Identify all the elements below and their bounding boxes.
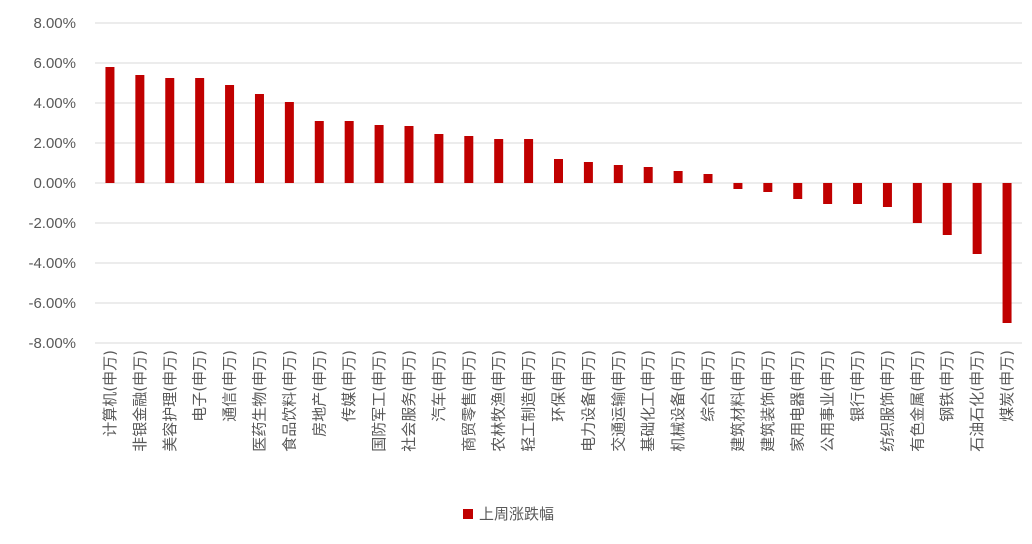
bar bbox=[464, 136, 474, 183]
x-tick-label: 电力设备(申万) bbox=[579, 350, 597, 452]
bar bbox=[554, 159, 563, 183]
x-tick-label: 建筑装饰(申万) bbox=[759, 350, 777, 452]
y-tick-label: 6.00% bbox=[33, 55, 76, 72]
y-tick-label: -2.00% bbox=[28, 215, 76, 232]
x-tick-label: 食品饮料(申万) bbox=[280, 350, 298, 452]
x-tick-label: 综合(申万) bbox=[699, 350, 717, 422]
bar bbox=[195, 78, 205, 183]
y-tick-label: 2.00% bbox=[33, 135, 76, 152]
x-tick-label: 轻工制造(申万) bbox=[520, 350, 538, 452]
legend-swatch bbox=[463, 508, 473, 519]
x-tick-label: 家用电器(申万) bbox=[789, 350, 807, 452]
x-tick-label: 钢铁(申万) bbox=[938, 350, 956, 422]
x-tick-label: 国防军工(申万) bbox=[370, 350, 388, 452]
bar bbox=[643, 167, 653, 183]
x-tick-label: 电子(申万) bbox=[191, 350, 209, 422]
bar bbox=[254, 94, 264, 183]
x-axis-tick-labels: 计算机(申万) 非银金融(申万) 美容护理(申万) 电子(申万) 通信(申万) 医药生物(… bbox=[101, 350, 1016, 452]
x-tick-label: 煤炭(申万) bbox=[998, 350, 1016, 422]
x-tick-label: 社会服务(申万) bbox=[400, 350, 418, 452]
y-tick-label: 4.00% bbox=[33, 95, 76, 112]
bars bbox=[105, 67, 1012, 323]
x-tick-label: 交通运输(申万) bbox=[609, 350, 627, 452]
bar bbox=[763, 183, 773, 192]
y-tick-label: -4.00% bbox=[28, 255, 76, 272]
bar bbox=[374, 125, 384, 183]
bar bbox=[314, 121, 324, 183]
x-tick-label: 银行(申万) bbox=[849, 350, 867, 422]
x-tick-label: 农林牧渔(申万) bbox=[490, 350, 508, 452]
x-tick-label: 纺织服饰(申万) bbox=[878, 350, 896, 452]
x-tick-label: 商贸零售(申万) bbox=[460, 350, 478, 452]
bar bbox=[524, 139, 534, 183]
bar bbox=[404, 126, 414, 183]
bar bbox=[165, 78, 175, 183]
bar bbox=[972, 183, 982, 254]
x-tick-label: 汽车(申万) bbox=[430, 350, 448, 422]
bar bbox=[942, 183, 952, 235]
x-tick-label: 计算机(申万) bbox=[101, 350, 119, 437]
x-tick-label: 建筑材料(申万) bbox=[729, 350, 747, 452]
legend: 上周涨跌幅 bbox=[463, 503, 554, 524]
y-tick-label: 8.00% bbox=[33, 15, 76, 32]
x-tick-label: 美容护理(申万) bbox=[161, 350, 179, 452]
bar bbox=[225, 85, 235, 183]
bar bbox=[284, 102, 294, 183]
x-tick-label: 房地产(申万) bbox=[310, 350, 328, 437]
bar bbox=[344, 121, 354, 183]
bar bbox=[703, 174, 713, 183]
x-tick-label: 传媒(申万) bbox=[340, 350, 358, 422]
x-tick-label: 石油石化(申万) bbox=[968, 350, 986, 452]
x-tick-label: 公用事业(申万) bbox=[819, 350, 837, 452]
y-tick-label: -6.00% bbox=[28, 295, 76, 312]
bar bbox=[105, 67, 115, 183]
bar bbox=[673, 171, 683, 183]
bar bbox=[1002, 183, 1012, 323]
y-tick-label: 0.00% bbox=[33, 175, 76, 192]
bar bbox=[823, 183, 833, 204]
x-tick-label: 有色金属(申万) bbox=[908, 350, 926, 452]
bar bbox=[494, 139, 504, 183]
y-tick-label: -8.00% bbox=[28, 335, 76, 352]
x-tick-label: 基础化工(申万) bbox=[639, 350, 657, 452]
bar bbox=[793, 183, 803, 199]
bar bbox=[912, 183, 922, 223]
x-tick-label: 医药生物(申万) bbox=[250, 350, 268, 452]
x-tick-label: 机械设备(申万) bbox=[669, 350, 687, 452]
x-tick-label: 环保(申万) bbox=[550, 350, 568, 422]
bar bbox=[733, 183, 743, 189]
legend-label: 上周涨跌幅 bbox=[479, 505, 555, 523]
x-tick-label: 通信(申万) bbox=[221, 350, 239, 422]
bar bbox=[882, 183, 892, 207]
bar bbox=[434, 134, 444, 183]
bar bbox=[853, 183, 863, 204]
bar bbox=[613, 165, 623, 183]
y-axis-tick-labels: 8.00% 6.00% 4.00% 2.00% 0.00% -2.00% -4.00% -6.… bbox=[28, 15, 76, 352]
bar bbox=[135, 75, 145, 183]
x-tick-label: 非银金融(申万) bbox=[131, 350, 149, 452]
bar bbox=[583, 162, 593, 183]
